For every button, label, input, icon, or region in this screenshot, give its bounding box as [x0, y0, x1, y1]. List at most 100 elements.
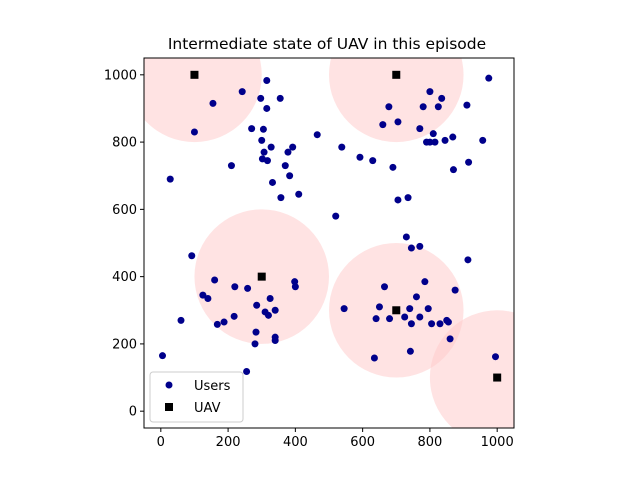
user-point [463, 101, 471, 109]
user-point [338, 143, 346, 151]
user-point [204, 295, 212, 302]
user-point [407, 320, 415, 328]
user-point [266, 295, 274, 302]
user-point [369, 157, 377, 165]
user-point [446, 335, 454, 343]
user-point [271, 333, 279, 341]
user-point [434, 103, 442, 111]
user-point [230, 312, 238, 320]
user-point [375, 303, 383, 311]
user-point [166, 175, 174, 183]
coverage-circle [144, 58, 262, 143]
user-point [406, 305, 414, 313]
y-axis: 0 200 400 600 800 1000 [104, 68, 144, 420]
y-tick-label: 600 [112, 203, 137, 218]
user-point [227, 162, 235, 170]
user-point [263, 77, 271, 85]
user-point [276, 94, 284, 102]
y-tick-label: 400 [112, 270, 137, 285]
user-point [449, 166, 457, 174]
legend-uav-marker [165, 403, 173, 411]
plot-frame [143, 57, 515, 429]
user-point [428, 320, 436, 328]
user-point [267, 143, 275, 151]
user-point [394, 118, 402, 126]
user-point [259, 125, 267, 133]
user-point [211, 276, 219, 284]
user-point [356, 153, 364, 161]
user-point [340, 305, 348, 313]
user-point [263, 157, 271, 165]
user-point [429, 130, 437, 138]
user-point [244, 284, 252, 292]
user-point [213, 320, 221, 328]
user-point [209, 99, 217, 107]
uav-point [190, 70, 199, 79]
x-tick-label: 200 [216, 435, 241, 450]
user-point [426, 138, 434, 146]
user-point [372, 315, 380, 323]
user-point [220, 318, 228, 326]
users-series [159, 74, 499, 375]
user-point [177, 316, 185, 324]
y-tick-label: 0 [129, 405, 137, 420]
x-tick-label: 600 [350, 435, 375, 450]
user-point [190, 128, 198, 136]
user-point [389, 163, 397, 171]
user-point [449, 133, 457, 141]
user-point [289, 143, 297, 151]
user-point [260, 148, 268, 156]
user-point [291, 283, 299, 291]
legend-uav-label: UAV [194, 401, 221, 416]
user-point [277, 194, 285, 202]
coverage-circle [329, 58, 464, 143]
user-point [252, 328, 260, 336]
user-point [416, 242, 424, 250]
user-point [416, 125, 424, 133]
user-point [379, 121, 387, 129]
y-tick-label: 200 [112, 337, 137, 352]
user-point [271, 306, 279, 314]
user-point [281, 162, 289, 170]
x-axis: 0 200 400 600 800 1000 [157, 428, 514, 450]
user-point [248, 125, 256, 133]
user-point [243, 367, 251, 375]
user-point [268, 178, 276, 186]
user-point [431, 138, 439, 146]
uav-point [392, 70, 401, 79]
user-point [419, 103, 427, 111]
user-point [263, 104, 271, 112]
user-point [438, 94, 446, 102]
uav-point [257, 272, 266, 281]
user-point [485, 74, 493, 82]
uav-series [190, 70, 502, 382]
user-point [199, 291, 207, 299]
uav-point [392, 306, 401, 315]
user-point [404, 194, 412, 202]
user-point [386, 315, 394, 323]
user-point [421, 278, 429, 286]
user-point [257, 94, 265, 102]
user-point [188, 252, 196, 260]
legend: Users UAV [149, 371, 244, 423]
user-point [401, 313, 409, 321]
user-point [313, 131, 321, 139]
x-tick-label: 0 [157, 435, 165, 450]
user-point [284, 148, 292, 156]
user-point [436, 320, 444, 328]
user-point [264, 311, 272, 319]
user-point [385, 103, 393, 111]
y-tick-label: 800 [112, 136, 137, 151]
user-point [451, 286, 459, 294]
user-point [295, 190, 303, 198]
y-tick-label: 1000 [104, 68, 137, 83]
user-point [402, 233, 410, 241]
legend-users-label: Users [194, 379, 231, 394]
user-point [412, 293, 420, 301]
legend-users-marker [165, 381, 173, 389]
user-point [426, 88, 434, 96]
user-point [370, 354, 378, 362]
user-point [251, 340, 259, 348]
